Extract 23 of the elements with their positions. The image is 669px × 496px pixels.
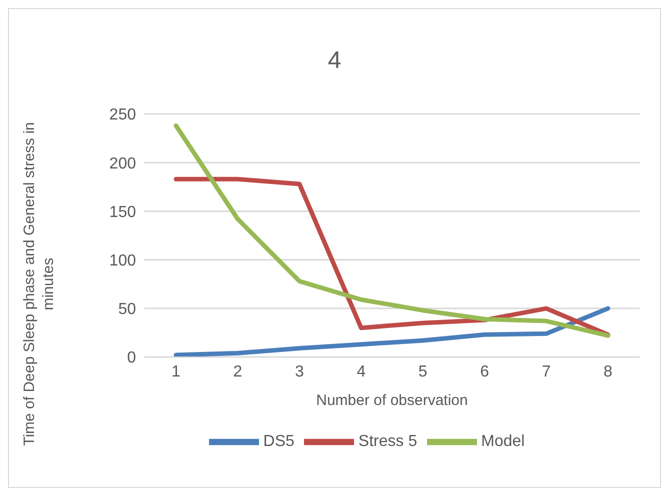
y-tick-label: 250 [109,106,136,124]
x-tick-label: 6 [480,363,490,380]
chart-title: 4 [326,47,342,75]
y-tick-label: 50 [118,301,136,318]
x-tick-label: 5 [418,363,428,380]
legend-label: Model [481,433,525,450]
x-tick-label: 2 [233,363,242,380]
x-tick-label: 3 [294,363,304,380]
legend-label: Stress 5 [358,433,418,450]
y-tick-label: 200 [109,155,136,172]
y-tick-label: 150 [109,204,136,221]
line-series [174,123,610,338]
legend-label: DS5 [263,433,294,450]
y-axis-title: Time of Deep Sleep phase and General stress in minutes [20,121,58,448]
y-tick-label: 0 [127,350,136,367]
x-tick-label: 1 [172,363,181,380]
line-series [174,306,610,357]
line-series [174,176,610,337]
x-tick-label: 4 [356,363,366,380]
x-axis-title: Number of observation [316,392,468,409]
x-tick-label: 7 [542,363,551,380]
x-tick-label: 8 [604,363,613,380]
y-tick-label: 100 [109,252,136,270]
